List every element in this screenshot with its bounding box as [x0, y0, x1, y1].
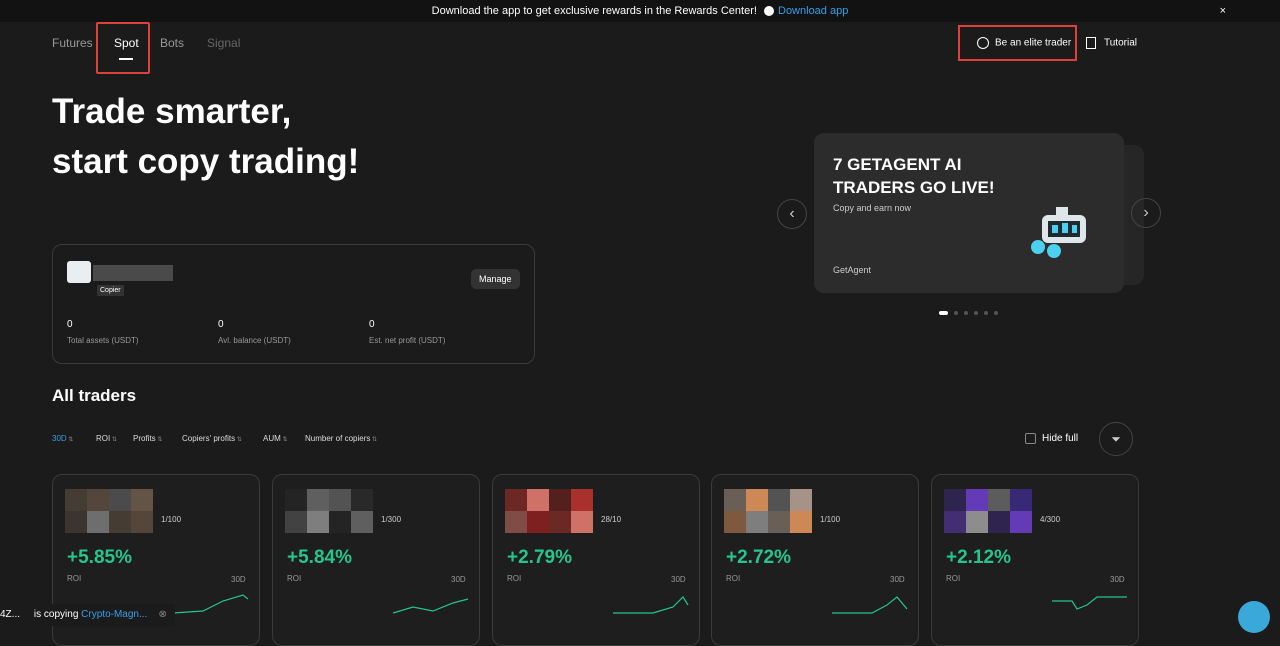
stat-value: 0 [369, 319, 375, 330]
hide-full-toggle[interactable]: Hide full [1025, 433, 1078, 444]
tutorial-label: Tutorial [1104, 37, 1137, 49]
nav-tab[interactable]: Bots [160, 36, 185, 50]
sparkline [1052, 596, 1127, 610]
roi-value: +5.84% [287, 547, 352, 568]
sort-icon: ⇅ [280, 437, 288, 443]
period-label: 30D [1110, 575, 1125, 584]
role-badge: Copier [97, 285, 124, 296]
blurred-avatar [724, 489, 812, 533]
stat-value: 0 [218, 319, 224, 330]
sort-filter[interactable]: AUM ⇅ [263, 434, 288, 443]
nav-tab[interactable]: Futures [52, 36, 93, 50]
period-label: 30D [231, 575, 246, 584]
copier-count: 28/10 [601, 515, 622, 524]
period-label: 30D [890, 575, 905, 584]
blurred-name [93, 265, 173, 281]
stat-label: Avl. balance (USDT) [218, 336, 291, 345]
sort-filter[interactable]: 30D ⇅ [52, 434, 74, 443]
sort-filter[interactable]: Copiers' profits ⇅ [182, 434, 242, 443]
sort-icon: ⇅ [66, 437, 74, 443]
stat-label: Total assets (USDT) [67, 336, 139, 345]
period-label: 30D [451, 575, 466, 584]
roi-label: ROI [67, 574, 82, 583]
trader-card[interactable]: 4/300 +2.12% ROI 30D [931, 474, 1139, 646]
roi-label: ROI [946, 574, 961, 583]
prev-arrow[interactable]: ‹ [777, 199, 807, 229]
robot-illustration [1031, 207, 1086, 258]
blurred-avatar [65, 489, 153, 533]
copier-count: 1/300 [381, 515, 402, 524]
support-button[interactable] [1238, 601, 1270, 633]
section-title: All traders [52, 386, 137, 405]
highlight-box [96, 22, 150, 74]
nav-tab[interactable]: Spot [114, 36, 139, 50]
hide-full-label: Hide full [1042, 433, 1079, 445]
elite-button[interactable]: Be an elite trader [977, 37, 1071, 49]
filter-button[interactable]: ⏷ [1099, 422, 1133, 456]
elite-label: Be an elite trader [995, 37, 1072, 49]
sort-filter[interactable]: ROI ⇅ [96, 434, 117, 443]
sort-icon: ⇅ [370, 437, 378, 443]
trader-card[interactable]: 1/100 +2.72% ROI 30D [711, 474, 919, 646]
blurred-avatar [505, 489, 593, 533]
roi-value: +2.72% [726, 547, 791, 568]
copier-count: 1/100 [820, 515, 841, 524]
roi-value: +5.85% [67, 547, 132, 568]
download-link[interactable]: Download app [778, 5, 849, 17]
roi-value: +2.79% [507, 547, 572, 568]
sort-filter[interactable]: Number of copiers ⇅ [305, 434, 378, 443]
blurred-avatar [944, 489, 1032, 533]
highlight-box [958, 25, 1077, 61]
copier-count: 4/300 [1040, 515, 1061, 524]
stat-value: 0 [67, 319, 73, 330]
sort-icon: ⇅ [110, 437, 117, 443]
hero-line: start copy trading! [52, 142, 360, 181]
promo-brand: GetAgent [833, 265, 872, 275]
banner-text: Download the app to get exclusive reward… [431, 5, 757, 17]
trader-card[interactable]: 1/300 +5.84% ROI 30D [272, 474, 480, 646]
toast-action: is copying [33, 609, 79, 620]
toast-target[interactable]: Crypto-Magn... [81, 609, 148, 620]
sort-icon: ⇅ [155, 437, 163, 443]
close-icon[interactable]: × [1219, 5, 1226, 17]
roi-value: +2.12% [946, 547, 1011, 568]
sparkline [173, 594, 249, 614]
sort-filter[interactable]: Profits ⇅ [133, 434, 163, 443]
next-arrow[interactable]: › [1131, 198, 1161, 228]
sparkline [393, 598, 469, 614]
toast-user: 4Z... [0, 609, 21, 620]
sparkline [613, 596, 689, 614]
stat-label: Est. net profit (USDT) [369, 336, 446, 345]
copy-toast: 4Z... is copying Crypto-Magn... ⊗ [0, 604, 175, 626]
trader-card[interactable]: 28/10 +2.79% ROI 30D [492, 474, 700, 646]
copier-count: 1/100 [161, 515, 182, 524]
blurred-avatar [285, 489, 373, 533]
sort-icon: ⇅ [235, 437, 242, 443]
roi-label: ROI [726, 574, 741, 583]
nav-tab[interactable]: Signal [207, 36, 241, 50]
avatar [67, 261, 91, 283]
sparkline [832, 596, 908, 614]
hero-line: Trade smarter, [52, 92, 292, 131]
promo-title: 7 GETAGENT AI TRADERS GO LIVE! [833, 155, 995, 197]
promo-subtitle: Copy and earn now [833, 203, 912, 213]
manage-button[interactable]: Manage [471, 269, 520, 289]
promo-card[interactable]: 7 GETAGENT AI TRADERS GO LIVE! Copy and … [814, 133, 1124, 293]
banner: Download the app to get exclusive reward… [0, 0, 1280, 22]
account-card: Copier Manage 0 Total assets (USDT) 0 Avl. … [52, 244, 535, 364]
period-label: 30D [671, 575, 686, 584]
toast-close[interactable]: ⊗ [158, 609, 167, 620]
tutorial-button[interactable]: Tutorial [1086, 37, 1137, 49]
carousel-dots [939, 311, 998, 315]
roi-label: ROI [287, 574, 302, 583]
roi-label: ROI [507, 574, 522, 583]
active-indicator [119, 58, 133, 60]
